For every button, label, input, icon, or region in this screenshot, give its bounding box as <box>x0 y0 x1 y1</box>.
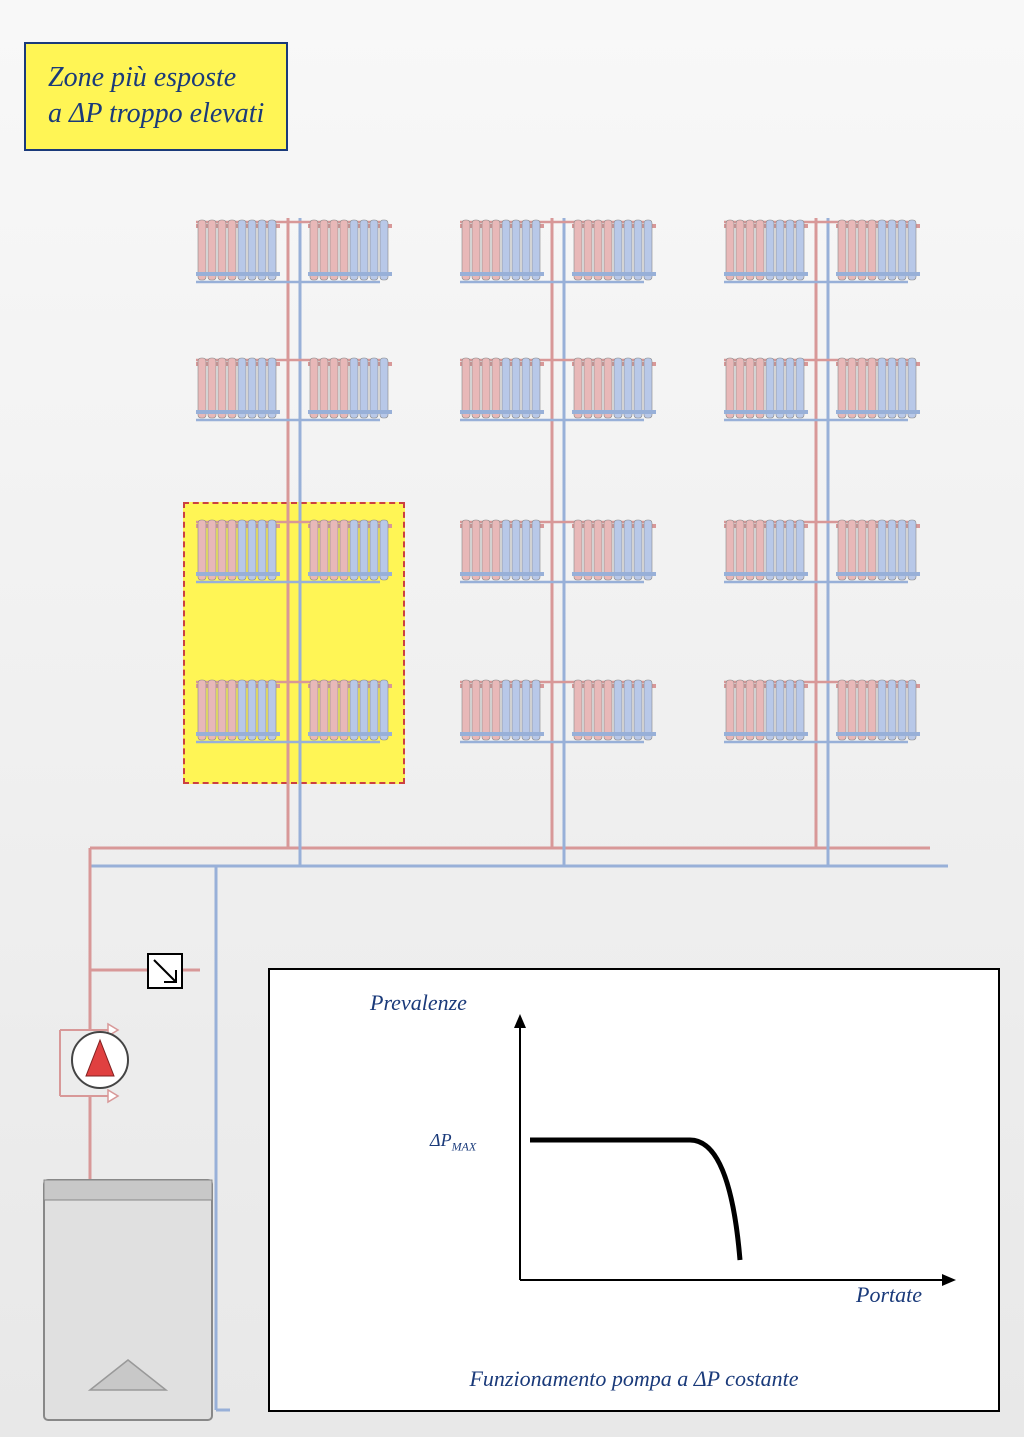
boiler <box>44 1180 212 1420</box>
column-3 <box>724 220 920 742</box>
pump <box>72 1032 128 1088</box>
column-2 <box>460 220 656 742</box>
column-1 <box>196 220 392 742</box>
pump-chart: Prevalenze ΔPMAX Portate Funzionamento p… <box>268 968 1000 1412</box>
check-valve <box>148 954 182 988</box>
pump-curve-svg <box>270 970 1002 1414</box>
